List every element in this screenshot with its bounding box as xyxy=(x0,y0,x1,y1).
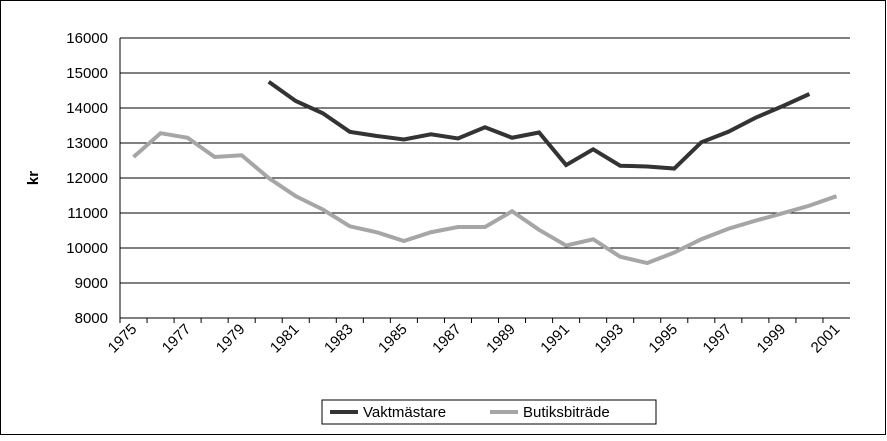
y-tick-label: 9000 xyxy=(75,275,108,292)
y-tick-label: 16000 xyxy=(66,30,108,47)
y-tick-label: 10000 xyxy=(66,240,108,257)
y-tick-label: 12000 xyxy=(66,170,108,187)
line xyxy=(132,131,838,266)
y-tick-label: 13000 xyxy=(66,135,108,152)
legend-box xyxy=(321,399,657,425)
y-axis-label: kr xyxy=(25,171,42,185)
legend-label: Vaktmästare xyxy=(363,404,446,421)
y-tick-label: 14000 xyxy=(66,100,108,117)
legend-label: Butiksbiträde xyxy=(523,404,610,421)
y-tick-label: 8000 xyxy=(75,310,108,327)
line xyxy=(267,80,811,171)
y-tick-label: 15000 xyxy=(66,65,108,82)
y-tick-label: 11000 xyxy=(67,205,108,222)
